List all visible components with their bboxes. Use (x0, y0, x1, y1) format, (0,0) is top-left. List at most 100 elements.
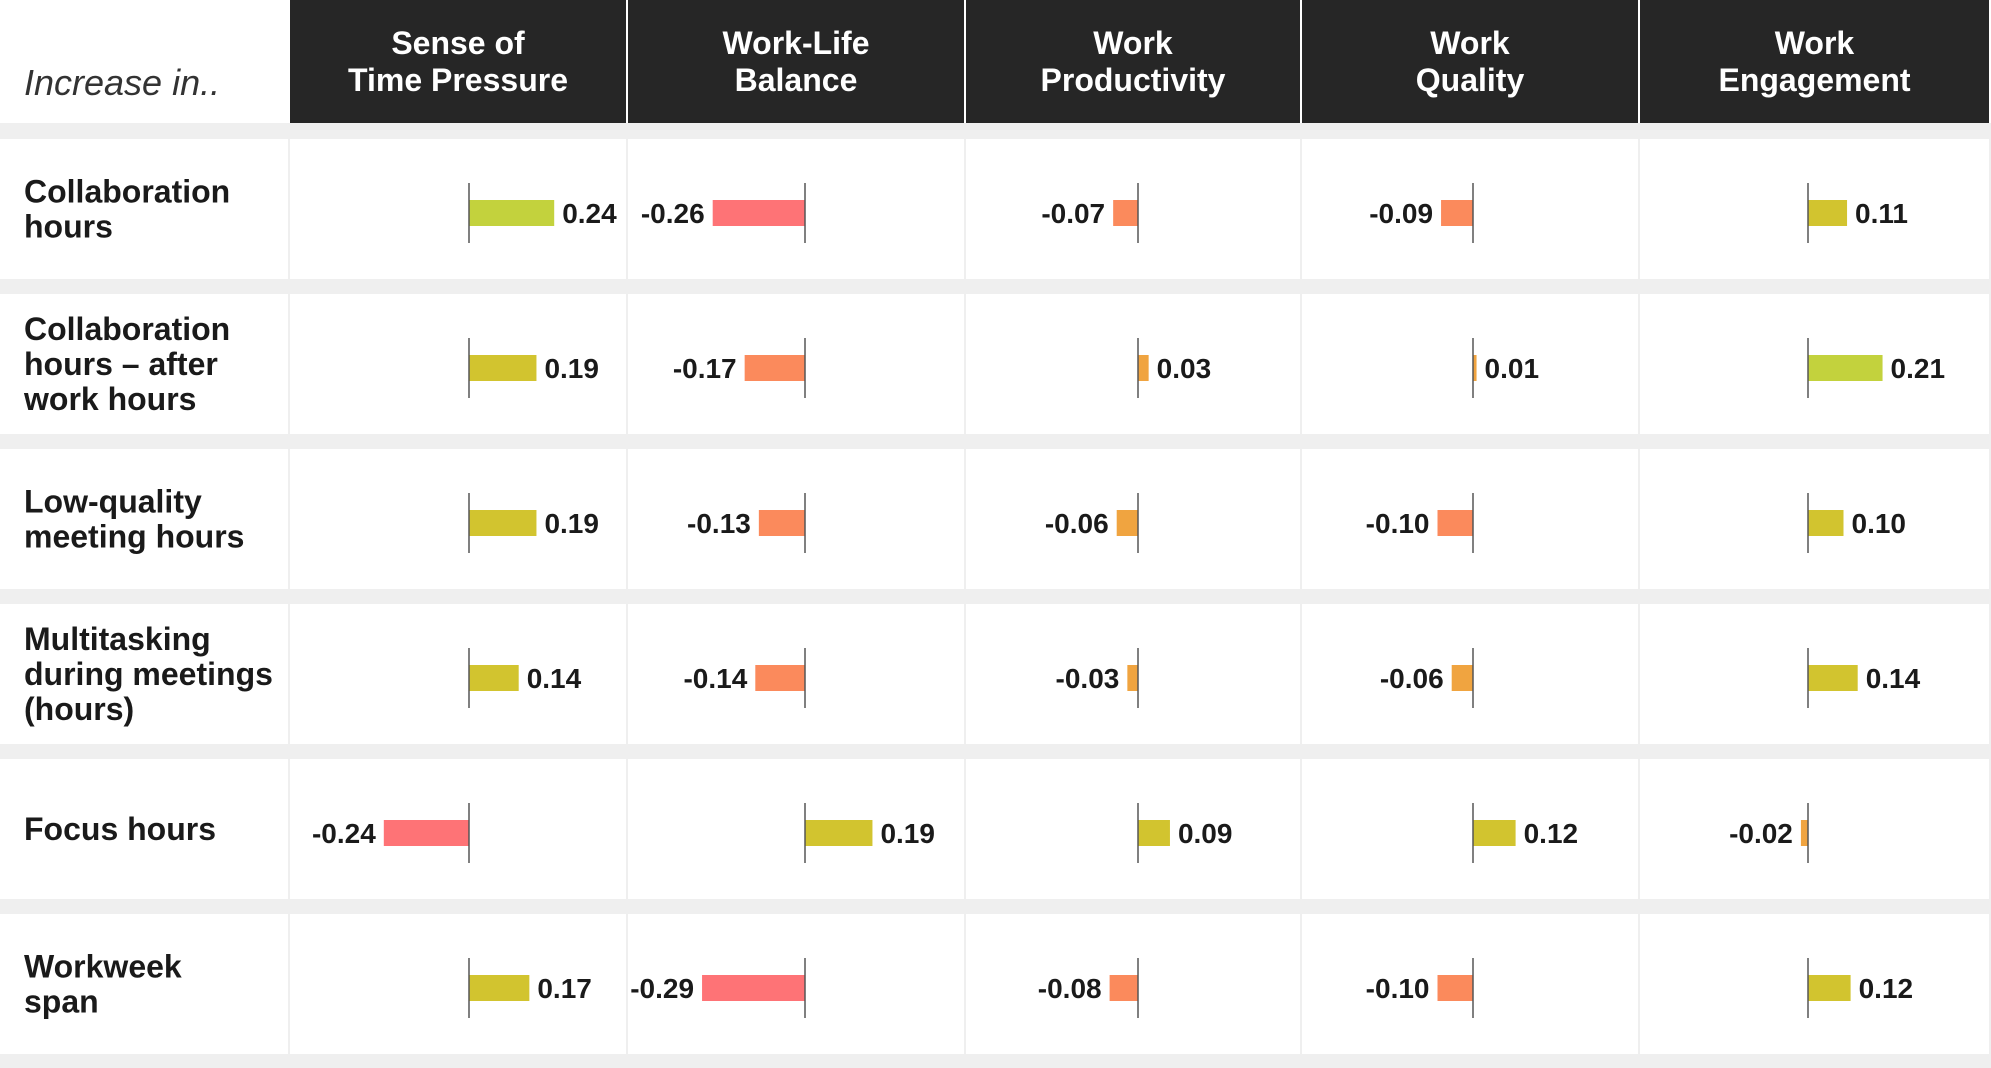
value-label: 0.11 (1855, 198, 1908, 229)
data-cell (1640, 759, 1989, 899)
value-label: -0.06 (1380, 663, 1444, 694)
value-label: -0.13 (687, 508, 751, 539)
bar (1116, 510, 1138, 536)
value-label: 0.14 (527, 663, 582, 694)
bar (1808, 510, 1844, 536)
value-label: -0.26 (641, 198, 705, 229)
row-label-cell (0, 914, 288, 1054)
row-label: Collaboration (24, 311, 230, 347)
value-label: -0.29 (630, 973, 694, 1004)
data-cell (966, 294, 1300, 434)
value-label: 0.03 (1157, 353, 1212, 384)
column-header-label: Work (1775, 25, 1855, 61)
value-label: 0.12 (1524, 818, 1579, 849)
row-label-cell (0, 449, 288, 589)
row-label: span (24, 984, 99, 1020)
table-background (0, 123, 1991, 1068)
value-label: 0.12 (1859, 973, 1914, 1004)
data-cell (290, 914, 626, 1054)
bar (469, 200, 555, 226)
bar (1808, 355, 1883, 381)
row-label: Workweek (24, 949, 182, 985)
value-label: -0.02 (1729, 818, 1793, 849)
corner-label: Increase in.. (24, 62, 220, 103)
data-cell (290, 449, 626, 589)
value-label: -0.10 (1366, 973, 1430, 1004)
value-label: -0.06 (1045, 508, 1109, 539)
row-label: Focus hours (24, 811, 216, 847)
row-label-cell (0, 604, 288, 744)
column-header-cell (1640, 0, 1989, 123)
column-header-cell (966, 0, 1300, 123)
value-label: 0.19 (544, 508, 599, 539)
row-label: meeting hours (24, 519, 244, 555)
value-label: -0.14 (683, 663, 747, 694)
value-label: 0.10 (1852, 508, 1907, 539)
row-label-cell (0, 139, 288, 279)
row-label: hours (24, 209, 113, 245)
data-cell (290, 294, 626, 434)
row-label: during meetings (24, 656, 273, 692)
column-header-label: Work (1093, 25, 1173, 61)
bar (712, 200, 805, 226)
data-cell (1302, 294, 1638, 434)
column-header-cell (290, 0, 626, 123)
row-label-cell (0, 294, 288, 434)
bar (1808, 200, 1848, 226)
value-label: 0.17 (537, 973, 592, 1004)
row-label: Collaboration (24, 174, 230, 210)
bar (744, 355, 805, 381)
bar (1473, 355, 1477, 381)
bar (702, 975, 805, 1001)
bar (1109, 975, 1138, 1001)
bar (805, 820, 873, 846)
column-header-label: Time Pressure (348, 62, 568, 98)
row-label: (hours) (24, 691, 134, 727)
bar (383, 820, 469, 846)
bar (1437, 975, 1473, 1001)
column-header-cell (628, 0, 964, 123)
bar (469, 510, 537, 536)
value-label: 0.09 (1178, 818, 1233, 849)
column-header-label: Engagement (1718, 62, 1910, 98)
value-label: -0.09 (1369, 198, 1433, 229)
bar (1138, 820, 1170, 846)
bar (1138, 355, 1149, 381)
value-label: 0.19 (544, 353, 599, 384)
data-cell (290, 604, 626, 744)
column-header-label: Productivity (1041, 62, 1226, 98)
bar (758, 510, 805, 536)
value-label: -0.07 (1041, 198, 1105, 229)
value-label: 0.19 (880, 818, 935, 849)
row-label-cell (0, 759, 288, 899)
column-header-label: Work-Life (723, 25, 870, 61)
row-label: Low-quality (24, 484, 202, 520)
value-label: 0.21 (1891, 353, 1946, 384)
data-cell (290, 139, 626, 279)
data-cell (1302, 759, 1638, 899)
column-header-label: Quality (1416, 62, 1525, 98)
bar (1441, 200, 1473, 226)
bar (1473, 820, 1516, 846)
value-label: -0.08 (1038, 973, 1102, 1004)
bar (469, 665, 519, 691)
bar (1127, 665, 1138, 691)
column-header-label: Work (1430, 25, 1510, 61)
column-header-label: Balance (735, 62, 858, 98)
value-label: -0.24 (312, 818, 376, 849)
row-label: hours – after (24, 346, 218, 382)
column-header-cell (1302, 0, 1638, 123)
bar (1808, 975, 1851, 1001)
row-label: work hours (23, 381, 196, 417)
data-cell (628, 759, 964, 899)
bar (1113, 200, 1138, 226)
row-label: Multitasking (24, 621, 211, 657)
bar (1451, 665, 1473, 691)
value-label: 0.24 (562, 198, 617, 229)
bar (755, 665, 805, 691)
value-label: 0.01 (1485, 353, 1540, 384)
value-label: -0.10 (1366, 508, 1430, 539)
value-label: 0.14 (1866, 663, 1921, 694)
column-header-label: Sense of (391, 25, 525, 61)
bar (469, 975, 530, 1001)
